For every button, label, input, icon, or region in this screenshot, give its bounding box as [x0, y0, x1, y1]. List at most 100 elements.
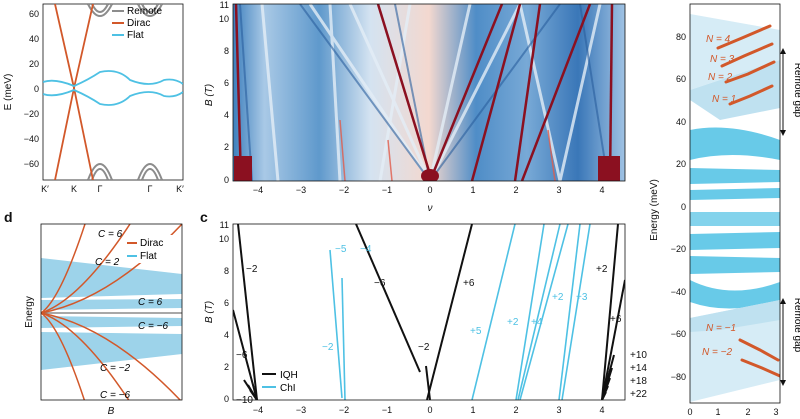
svg-text:40: 40 — [29, 34, 39, 44]
svg-text:1: 1 — [470, 185, 475, 195]
svg-text:Γ: Γ — [98, 184, 103, 194]
svg-text:0: 0 — [427, 405, 432, 415]
svg-text:C = 2: C = 2 — [95, 257, 120, 268]
svg-text:−20: −20 — [671, 244, 686, 254]
svg-text:Γ: Γ — [148, 184, 153, 194]
svg-text:0: 0 — [224, 175, 229, 185]
svg-text:−6: −6 — [374, 278, 386, 289]
map-x-label: ν — [428, 203, 433, 214]
dirac-band-2 — [54, 4, 94, 180]
svg-text:−1: −1 — [382, 405, 392, 415]
fan-y-ticks: 11 10 8 6 4 2 0 — [219, 220, 229, 404]
map-red-blob-right — [598, 156, 620, 181]
remote-band-lower-1 — [87, 163, 113, 180]
spectrum-panel: N = 4 N = 3 N = 2 N = 1 N = −1 N = −2 Re… — [649, 3, 800, 417]
flat-fan-2 — [41, 332, 182, 370]
svg-text:+22: +22 — [630, 389, 647, 400]
svg-text:−80: −80 — [671, 372, 686, 382]
remote-gap-annotations: Remote gap Remote gap — [780, 48, 800, 386]
svg-text:10: 10 — [219, 234, 229, 244]
svg-text:+3: +3 — [576, 292, 588, 303]
svg-text:2: 2 — [224, 362, 229, 372]
legend-iqh: IQH — [280, 370, 298, 381]
svg-text:−2: −2 — [246, 264, 258, 275]
svg-text:6: 6 — [224, 298, 229, 308]
svg-text:N = 2: N = 2 — [708, 72, 733, 83]
flat-fan-1 — [41, 258, 182, 298]
svg-text:2: 2 — [513, 405, 518, 415]
fan-y-label: B (T) — [204, 301, 215, 323]
map-background — [233, 4, 625, 181]
map-red-blob-left — [234, 156, 252, 181]
svg-text:−6: −6 — [236, 350, 248, 361]
svg-text:+5: +5 — [470, 326, 482, 337]
flat-band-upper — [43, 70, 183, 87]
svg-text:−10: −10 — [236, 395, 253, 406]
svg-text:2: 2 — [513, 185, 518, 195]
svg-text:11: 11 — [220, 220, 229, 230]
svg-text:−2: −2 — [339, 185, 349, 195]
svg-text:3: 3 — [773, 407, 778, 417]
svg-text:8: 8 — [224, 266, 229, 276]
svg-text:−4: −4 — [253, 405, 263, 415]
landau-fan-map-panel: 11 10 8 6 4 2 0 B (T) −4 −3 −2 −1 0 1 2 … — [204, 0, 626, 214]
svg-text:1: 1 — [470, 405, 475, 415]
svg-text:C = −6: C = −6 — [138, 321, 168, 332]
svg-text:N = 3: N = 3 — [710, 54, 735, 65]
band-structure-panel: Remote Dirac Flat 60 40 20 0 −20 −40 −60… — [3, 3, 184, 194]
svg-text:−4: −4 — [360, 244, 372, 255]
svg-text:C = 6: C = 6 — [138, 297, 163, 308]
band-legend: Remote Dirac Flat — [112, 6, 162, 41]
svg-text:+6: +6 — [610, 314, 622, 325]
svg-text:0: 0 — [224, 394, 229, 404]
legend-remote: Remote — [127, 6, 162, 17]
remote-band-upper-2 — [137, 4, 163, 17]
svg-text:−40: −40 — [671, 287, 686, 297]
svg-text:0: 0 — [687, 407, 692, 417]
svg-text:C = −6: C = −6 — [100, 390, 130, 401]
svg-text:4: 4 — [224, 110, 229, 120]
spectrum-y-label: Energy (meV) — [649, 179, 660, 241]
svg-text:N = 4: N = 4 — [706, 34, 731, 45]
svg-text:−60: −60 — [24, 159, 39, 169]
spectrum-n-labels: N = 4 N = 3 N = 2 N = 1 N = −1 N = −2 — [702, 34, 736, 358]
svg-text:2: 2 — [745, 407, 750, 417]
svg-text:2: 2 — [224, 142, 229, 152]
svg-text:60: 60 — [29, 9, 39, 19]
remote-gap-label-bottom: Remote gap — [792, 298, 800, 353]
legend-flat-schematic: Flat — [140, 251, 157, 262]
fan-chi-labels: −5 −4 −2 +5 +2 +4 +2 +3 — [322, 244, 588, 353]
svg-text:+18: +18 — [630, 376, 647, 387]
panel-label-d: d — [4, 209, 13, 225]
panel-label-c: c — [200, 209, 208, 225]
svg-text:+2: +2 — [507, 317, 519, 328]
legend-chi: ChI — [280, 383, 296, 394]
svg-text:8: 8 — [224, 46, 229, 56]
map-x-ticks: −4 −3 −2 −1 0 1 2 3 4 — [253, 185, 605, 195]
band-x-ticks: K′ K Γ Γ K′ — [41, 184, 184, 194]
svg-text:−40: −40 — [24, 134, 39, 144]
svg-text:−20: −20 — [24, 109, 39, 119]
schematic-y-label: Energy — [24, 296, 35, 328]
svg-text:−2: −2 — [339, 405, 349, 415]
map-y-label: B (T) — [204, 84, 215, 106]
svg-text:80: 80 — [676, 32, 686, 42]
svg-text:N = 1: N = 1 — [712, 94, 736, 105]
band-axes-frame — [42, 3, 184, 181]
svg-text:6: 6 — [224, 78, 229, 88]
svg-text:−2: −2 — [418, 342, 430, 353]
svg-text:−1: −1 — [382, 185, 392, 195]
remote-gap-label-top: Remote gap — [792, 63, 800, 118]
svg-text:+2: +2 — [552, 292, 564, 303]
svg-text:+6: +6 — [463, 278, 475, 289]
svg-text:C = 6: C = 6 — [98, 229, 123, 240]
svg-text:60: 60 — [676, 74, 686, 84]
svg-text:−4: −4 — [253, 185, 263, 195]
fan-x-ticks: −4 −3 −2 −1 0 1 2 3 4 — [253, 405, 605, 415]
fan-iqh-labels: −2 −6 +6 −2 −6 −10 +2 +6 +10 +14 +18 +22 — [236, 264, 647, 406]
fan-diagram-panel: c −2 −6 +6 −2 −6 −10 — [200, 209, 647, 415]
spectrum-x-ticks: 0 1 2 3 — [687, 407, 778, 417]
svg-text:3: 3 — [556, 405, 561, 415]
svg-text:0: 0 — [34, 84, 39, 94]
